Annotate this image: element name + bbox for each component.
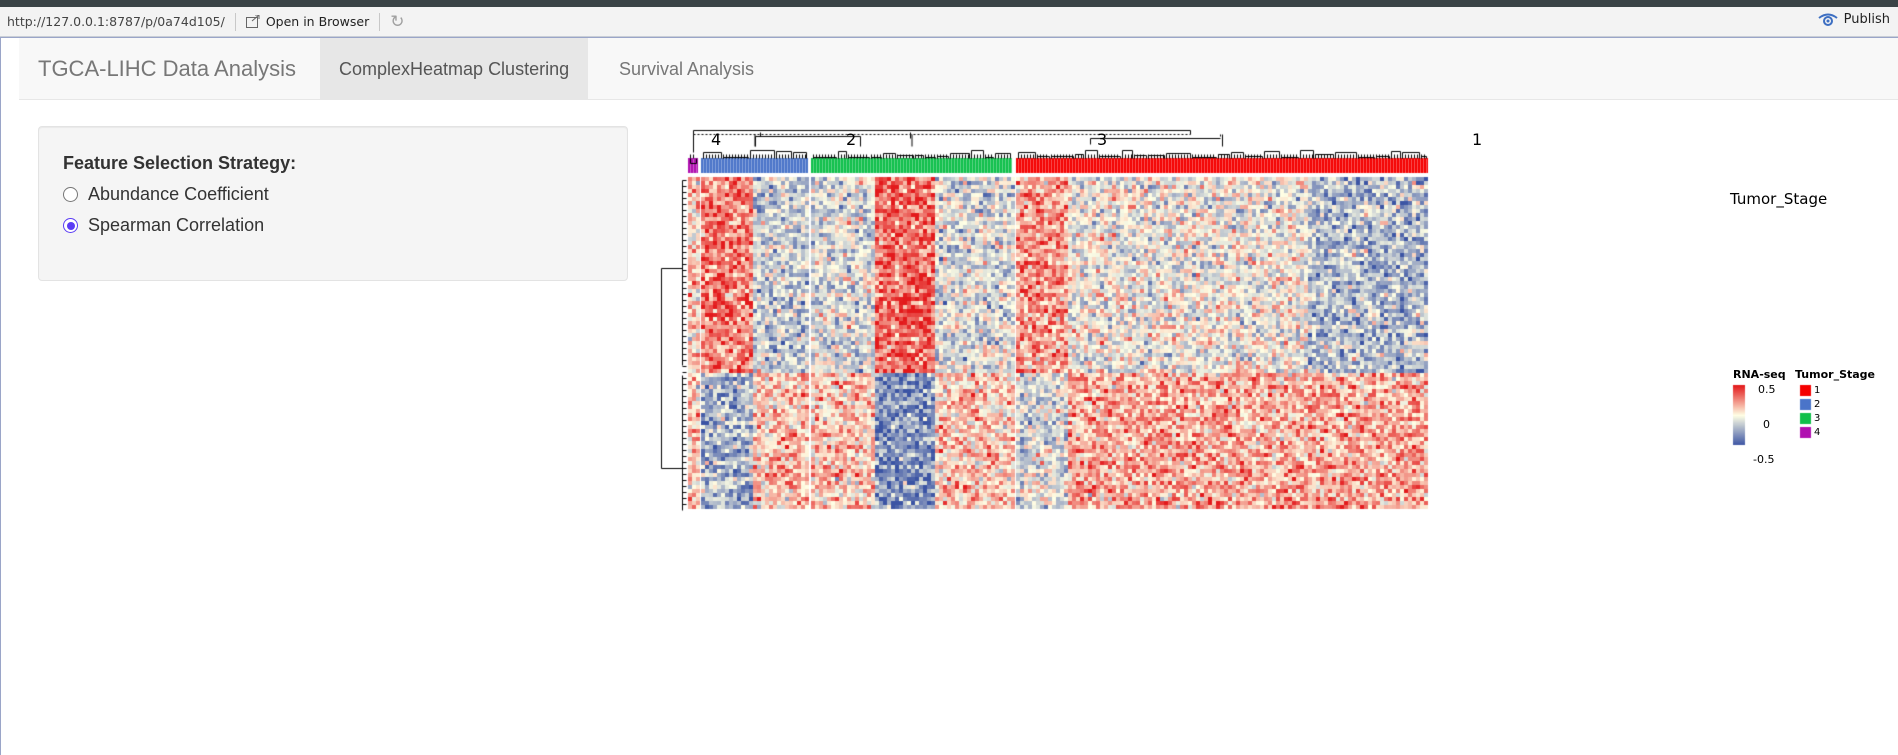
tab-survival-analysis[interactable]: Survival Analysis	[619, 59, 755, 79]
open-in-browser-label: Open in Browser	[265, 14, 370, 29]
publish-label: Publish	[1843, 12, 1890, 27]
tab-complexheatmap-clustering[interactable]: ComplexHeatmap Clustering	[320, 38, 589, 100]
open-in-browser-button[interactable]: Open in Browser	[245, 14, 370, 29]
column-split-label-4: 4	[711, 130, 722, 149]
app-brand[interactable]: TGCA-LIHC Data Analysis	[38, 56, 296, 81]
open-in-browser-icon	[245, 15, 260, 28]
viewer-toolbar: http://127.0.0.1:8787/p/0a74d105/ Open i…	[0, 7, 1898, 37]
toolbar-separator	[234, 12, 236, 31]
publish-icon	[1818, 13, 1838, 26]
annotation-name-tumor-stage: Tumor_Stage	[1730, 190, 1828, 208]
column-split-label-2: 2	[846, 130, 857, 149]
legend-tick-low: -0.5	[1753, 453, 1775, 466]
window-top-strip	[0, 0, 1898, 7]
url-text[interactable]: http://127.0.0.1:8787/p/0a74d105/	[7, 14, 225, 29]
radio-button-spearman[interactable]	[63, 218, 78, 233]
frame-border-left	[0, 37, 1, 755]
sidebar-panel: Feature Selection Strategy: Abundance Co…	[38, 126, 628, 281]
legend-stage-1: 1	[1814, 385, 1821, 396]
navbar: TGCA-LIHC Data Analysis ComplexHeatmap C…	[19, 38, 1898, 100]
frame-border-top	[0, 37, 1898, 38]
column-split-label-1: 1	[1472, 130, 1483, 149]
radio-spearman-correlation[interactable]: Spearman Correlation	[63, 215, 264, 236]
toolbar-separator	[379, 12, 381, 31]
radio-button-abundance[interactable]	[63, 187, 78, 202]
heatmap-figure: 4 2 3 1 Tumor_Stage RNA-seq 0.5 0 -0.5 T…	[660, 120, 1880, 630]
legend-stage-title: Tumor_Stage	[1795, 368, 1876, 381]
publish-button[interactable]: Publish	[1818, 12, 1890, 27]
radio-label-abundance: Abundance Coefficient	[88, 184, 269, 204]
heatmap-canvas	[660, 120, 1880, 630]
refresh-icon[interactable]: ↻	[390, 11, 405, 31]
feature-selection-title: Feature Selection Strategy:	[63, 153, 297, 173]
radio-abundance-coefficient[interactable]: Abundance Coefficient	[63, 184, 269, 205]
radio-label-spearman: Spearman Correlation	[88, 215, 265, 235]
legend-tick-high: 0.5	[1758, 383, 1776, 396]
column-split-label-3: 3	[1097, 130, 1108, 149]
legend-stage-4: 4	[1814, 427, 1821, 438]
legend-rnaseq-title: RNA-seq	[1733, 368, 1786, 381]
legend-stage-3: 3	[1814, 413, 1821, 424]
legend-tick-mid: 0	[1763, 418, 1770, 431]
legend-stage-2: 2	[1814, 399, 1821, 410]
